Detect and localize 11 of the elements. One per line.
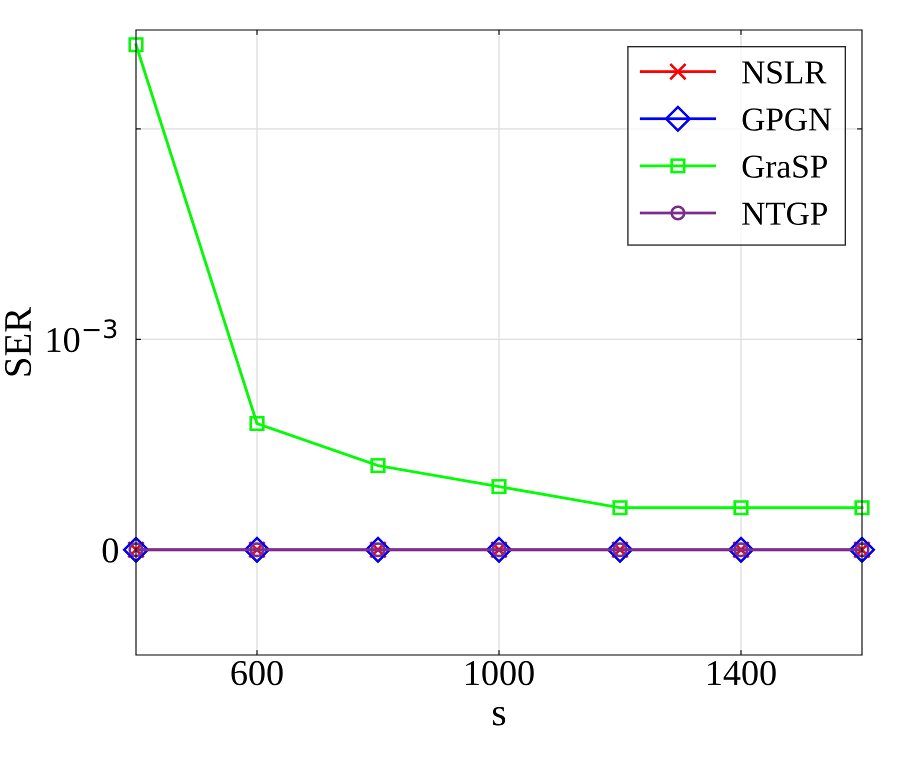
y-tick-label: 0 xyxy=(102,538,118,563)
legend-label: NSLR xyxy=(742,61,826,84)
legend-label: NTGP xyxy=(742,202,827,225)
y-axis-title: SER xyxy=(4,306,32,376)
y-tick-label: 10$^{−3}$ xyxy=(48,319,116,352)
x-tick-label: 1000 xyxy=(466,660,534,686)
x-tick-label: 600 xyxy=(231,660,283,686)
x-axis-title: s xyxy=(493,706,506,726)
legend-label: GPGN xyxy=(742,108,832,131)
legend-label: GraSP xyxy=(742,155,827,178)
x-tick-label: 1400 xyxy=(708,660,776,686)
